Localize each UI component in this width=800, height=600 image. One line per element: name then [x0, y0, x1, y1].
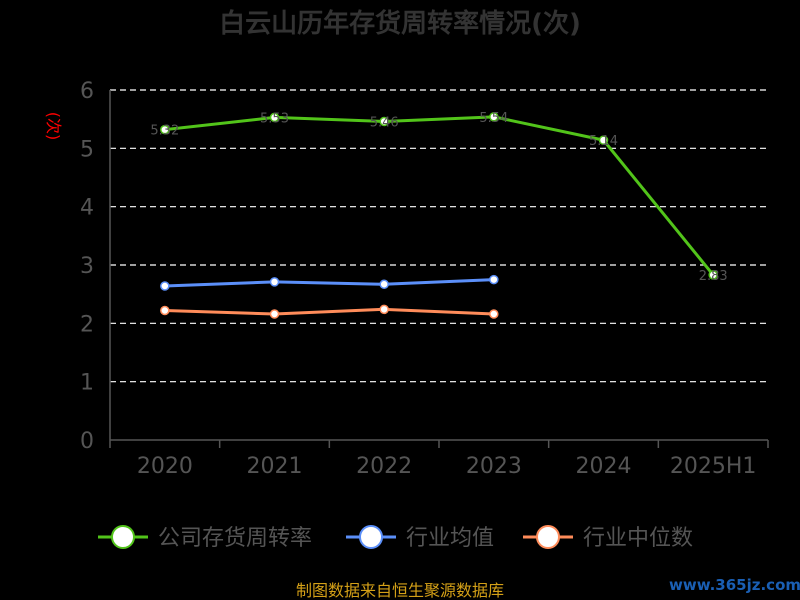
- series-line-1: [164, 115, 715, 276]
- data-point: [489, 112, 499, 122]
- x-tick-label: 2025H1: [670, 454, 757, 479]
- y-axis-label: (次): [44, 112, 63, 141]
- legend-marker: [536, 525, 560, 549]
- y-tick-label: 0: [80, 429, 94, 454]
- series-line-3: [164, 307, 494, 316]
- y-tick-label: 3: [80, 254, 94, 279]
- legend-marker: [111, 525, 135, 549]
- series-line-2: [164, 278, 494, 288]
- data-point: [269, 309, 280, 319]
- data-point: [379, 304, 389, 315]
- data-label: 5.53: [260, 111, 289, 126]
- legend-label: 公司存货周转率: [158, 526, 312, 551]
- y-tick-label: 6: [80, 79, 94, 104]
- legend-label: 行业均值: [406, 526, 494, 551]
- data-point: [269, 112, 280, 123]
- data-point: [160, 305, 170, 316]
- grid-lines: [110, 89, 768, 383]
- chart-title: 白云山历年存货周转率情况(次): [219, 8, 581, 39]
- legend: 公司存货周转率 行业均值 行业中位数: [98, 525, 693, 551]
- data-point: [160, 281, 170, 291]
- x-tick-label: 2020: [137, 454, 193, 479]
- data-label: 5.14: [589, 134, 618, 149]
- series-group: 5.32 5.53 5.46 5.54 5.14 2.83: [150, 111, 728, 319]
- data-point: [379, 279, 389, 289]
- data-point: [379, 116, 389, 127]
- data-point: [489, 309, 499, 319]
- data-label: 5.46: [370, 116, 399, 131]
- data-label: 2.83: [699, 269, 728, 284]
- x-tick-label: 2021: [247, 454, 303, 479]
- legend-marker: [359, 525, 383, 549]
- x-axis: 2020 2021 2022 2023 2024 2025H1: [109, 439, 769, 479]
- legend-label: 行业中位数: [583, 526, 693, 551]
- watermark: www.365jz.com: [669, 576, 800, 594]
- y-tick-label: 5: [80, 137, 94, 162]
- data-label: 5.32: [150, 124, 179, 139]
- data-point: [489, 274, 499, 285]
- y-tick-label: 2: [80, 312, 94, 337]
- x-tick-label: 2023: [466, 454, 522, 479]
- y-tick-label: 1: [80, 371, 94, 396]
- data-label: 5.54: [479, 111, 508, 126]
- x-tick-label: 2022: [356, 454, 412, 479]
- y-axis-ticks: 0 1 2 3 4 5 6: [80, 79, 111, 454]
- y-tick-label: 4: [80, 196, 94, 221]
- data-point: [269, 277, 280, 287]
- x-tick-label: 2024: [576, 454, 632, 479]
- data-point: [160, 124, 170, 135]
- source-footer: 制图数据来自恒生聚源数据库: [296, 581, 504, 600]
- data-point: [598, 135, 609, 145]
- data-point: [708, 270, 718, 280]
